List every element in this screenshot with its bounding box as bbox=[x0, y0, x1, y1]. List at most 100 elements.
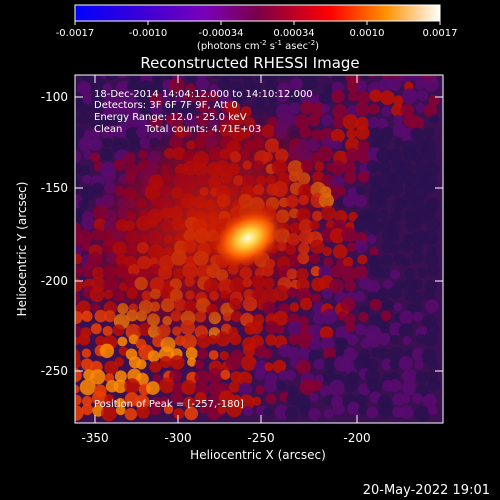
texture-blob bbox=[115, 405, 126, 416]
texture-blob bbox=[411, 251, 424, 264]
texture-blob bbox=[99, 343, 115, 358]
texture-blob bbox=[423, 288, 436, 300]
texture-blob bbox=[355, 324, 367, 336]
texture-blob bbox=[389, 243, 400, 253]
texture-blob bbox=[369, 263, 384, 278]
texture-blob bbox=[90, 128, 101, 139]
texture-blob bbox=[207, 368, 223, 384]
texture-blob bbox=[264, 379, 277, 393]
colorbar-tick-label: -0.0017 bbox=[56, 28, 95, 39]
colorbar-tick-label: 0.0010 bbox=[350, 28, 385, 39]
texture-blob bbox=[276, 381, 287, 391]
texture-blob bbox=[254, 370, 265, 381]
texture-blob bbox=[380, 322, 391, 333]
texture-blob bbox=[296, 359, 311, 375]
texture-blob bbox=[332, 403, 345, 416]
texture-blob bbox=[428, 94, 440, 106]
texture-blob bbox=[287, 347, 300, 360]
texture-blob bbox=[277, 370, 288, 381]
texture-blob bbox=[322, 288, 333, 299]
texture-blob bbox=[251, 82, 263, 94]
texture-blob bbox=[367, 378, 383, 394]
colorbar-tick-labels: -0.0017 -0.0010 -0.00034 0.00034 0.0010 … bbox=[56, 28, 458, 39]
texture-blob bbox=[275, 325, 285, 335]
texture-blob bbox=[311, 293, 322, 304]
texture-blob bbox=[393, 114, 403, 125]
texture-blob bbox=[240, 355, 257, 371]
texture-blob bbox=[88, 137, 103, 151]
colorbar-ticks bbox=[74, 21, 441, 25]
texture-blob bbox=[346, 242, 357, 253]
texture-blob bbox=[255, 385, 265, 395]
texture-blob bbox=[398, 356, 413, 371]
x-tick-label: -300 bbox=[164, 431, 191, 445]
texture-blob bbox=[239, 91, 250, 101]
texture-blob bbox=[369, 174, 383, 188]
texture-blob bbox=[378, 198, 388, 208]
texture-blob bbox=[367, 220, 383, 235]
texture-blob bbox=[285, 369, 297, 381]
texture-blob bbox=[238, 394, 255, 411]
texture-blob bbox=[389, 359, 400, 370]
texture-blob bbox=[380, 169, 396, 185]
texture-blob bbox=[380, 254, 393, 267]
texture-blob bbox=[355, 102, 370, 117]
texture-blob bbox=[413, 303, 423, 313]
texture-blob bbox=[147, 350, 160, 363]
x-tick-label: -350 bbox=[81, 431, 108, 445]
texture-blob bbox=[124, 378, 140, 394]
texture-blob bbox=[346, 78, 362, 94]
texture-blob bbox=[75, 311, 83, 324]
texture-blob bbox=[422, 230, 439, 246]
texture-blob bbox=[399, 240, 412, 253]
texture-blob bbox=[113, 379, 128, 394]
texture-blob bbox=[342, 256, 354, 268]
texture-blob bbox=[185, 75, 197, 83]
texture-blob bbox=[90, 152, 101, 163]
rhessi-image bbox=[75, 75, 443, 423]
texture-blob bbox=[356, 80, 368, 92]
info-annotations: 18-Dec-2014 14:04:12.000 to 14:10:12.000… bbox=[94, 89, 313, 410]
texture-blob bbox=[388, 77, 402, 91]
texture-blob bbox=[411, 229, 427, 245]
texture-blob bbox=[309, 79, 319, 89]
texture-blob bbox=[81, 396, 93, 407]
texture-blob bbox=[136, 359, 147, 370]
texture-blob bbox=[169, 369, 183, 383]
texture-blob bbox=[289, 302, 300, 312]
texture-blob bbox=[411, 152, 423, 163]
texture-blob bbox=[391, 103, 405, 117]
x-tick-label: -200 bbox=[343, 431, 370, 445]
texture-blob bbox=[194, 392, 207, 405]
texture-blob bbox=[412, 392, 424, 404]
texture-blob bbox=[217, 405, 227, 415]
colorbar-tick-label: 0.00034 bbox=[273, 28, 314, 39]
texture-blob bbox=[149, 116, 163, 130]
texture-blob bbox=[378, 401, 395, 418]
x-axis-label: Heliocentric X (arcsec) bbox=[190, 448, 326, 462]
texture-blob bbox=[78, 112, 91, 125]
texture-blob bbox=[415, 102, 426, 113]
texture-blob bbox=[398, 323, 414, 339]
texture-blob bbox=[345, 148, 360, 163]
texture-blob bbox=[332, 244, 348, 260]
texture-blob bbox=[423, 332, 438, 347]
texture-blob bbox=[355, 186, 365, 196]
texture-blob bbox=[264, 362, 274, 372]
texture-blob bbox=[389, 347, 404, 362]
texture-blob bbox=[114, 357, 124, 367]
texture-blob bbox=[183, 396, 196, 409]
texture-blob bbox=[414, 405, 431, 422]
texture-blob bbox=[346, 333, 359, 346]
texture-blob bbox=[311, 380, 323, 391]
texture-blob bbox=[364, 208, 380, 224]
texture-blob bbox=[243, 344, 256, 357]
texture-blob bbox=[392, 406, 404, 418]
texture-blob bbox=[184, 406, 199, 421]
texture-blob bbox=[411, 292, 423, 304]
texture-blob bbox=[366, 160, 380, 173]
texture-blob bbox=[393, 138, 403, 148]
texture-blob bbox=[194, 370, 210, 386]
texture-blob bbox=[402, 380, 417, 396]
colorbar-tick-label: -0.00034 bbox=[199, 28, 244, 39]
